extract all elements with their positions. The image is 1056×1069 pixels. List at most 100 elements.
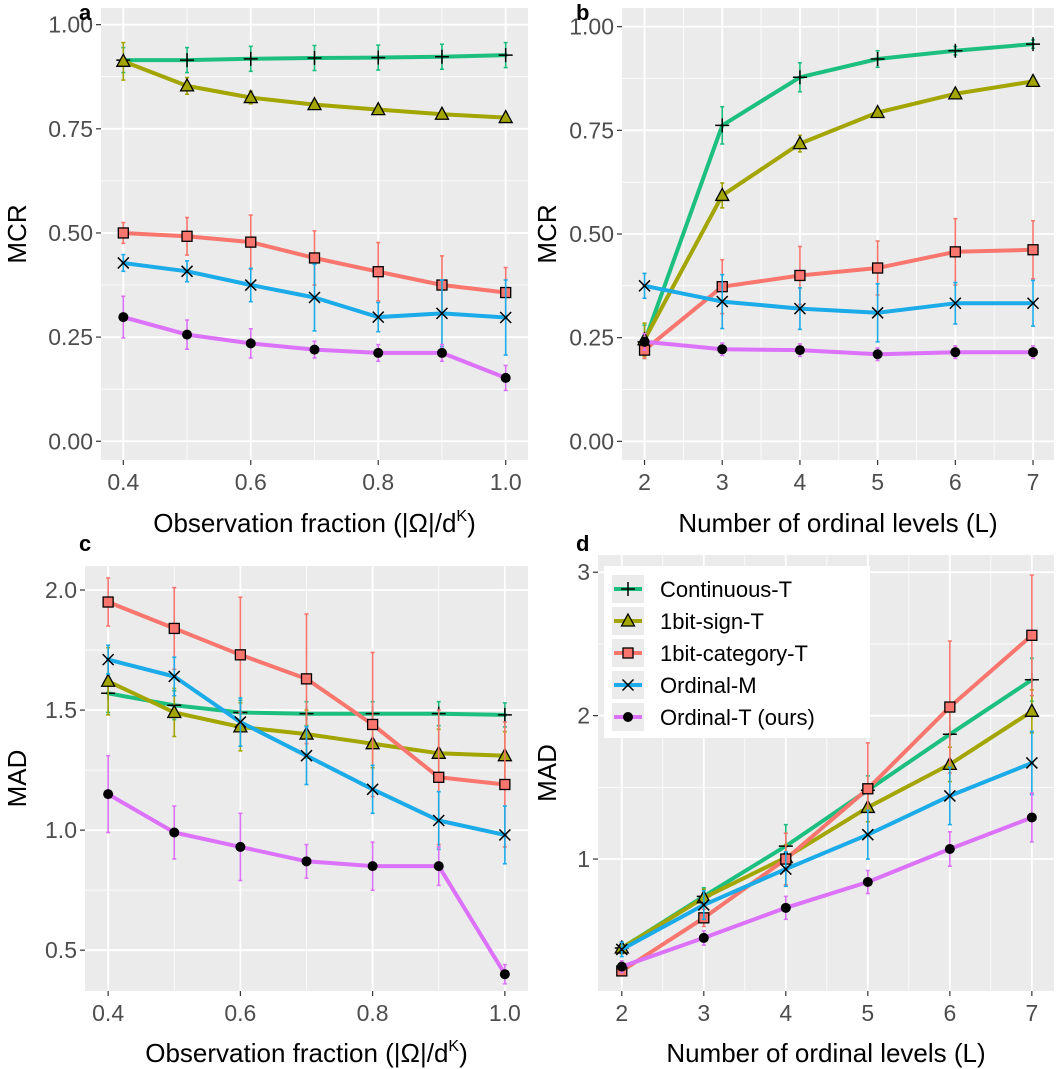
data-point <box>944 701 956 713</box>
data-point <box>100 672 116 687</box>
x-axis-title: Observation fraction (|Ω|/dK) <box>145 1038 468 1068</box>
series-line <box>619 761 1034 952</box>
series-ordinal-t-ours <box>118 295 511 392</box>
x-tick-label: 3 <box>697 1000 710 1026</box>
legend-item: Ordinal-T (ours) <box>612 703 815 731</box>
data-point <box>714 187 730 202</box>
data-point <box>308 291 321 304</box>
y-tick-label: 0.50 <box>48 220 93 246</box>
data-point <box>117 227 129 239</box>
data-point <box>792 135 808 150</box>
data-point <box>245 236 257 248</box>
x-axis-title-superscript: K <box>456 508 467 525</box>
data-point <box>793 302 806 315</box>
data-point <box>234 649 247 661</box>
data-point <box>309 344 320 355</box>
y-tick-label: 1.00 <box>569 14 614 40</box>
data-point <box>1026 629 1038 641</box>
data-point <box>499 969 510 980</box>
data-point <box>615 943 628 956</box>
y-tick-label: 0.5 <box>45 937 77 963</box>
data-point <box>794 269 806 282</box>
data-point <box>949 246 961 258</box>
data-point <box>1025 73 1041 88</box>
data-point <box>102 596 114 608</box>
data-point <box>307 50 322 65</box>
data-point <box>366 783 379 796</box>
data-point <box>434 105 450 120</box>
data-point <box>373 347 384 358</box>
y-tick-label: 1.0 <box>45 817 77 843</box>
x-tick-label: 7 <box>1025 1000 1038 1026</box>
series-ordinal-m <box>638 272 1040 343</box>
data-point <box>871 262 884 274</box>
series-1bit-category-t <box>102 577 511 848</box>
data-point <box>949 297 962 310</box>
y-tick-label: 2.0 <box>45 577 77 603</box>
x-tick-label: 2 <box>615 1000 628 1026</box>
data-point <box>1027 244 1039 256</box>
y-tick-label: 3 <box>577 559 590 585</box>
legend-box <box>604 566 870 738</box>
data-point <box>245 338 256 349</box>
legend-item: Continuous-T <box>612 575 792 603</box>
y-tick-label: 0.00 <box>48 428 93 454</box>
series-line <box>619 633 1034 973</box>
y-axis-title: MAD <box>2 750 32 808</box>
data-point <box>948 43 963 58</box>
x-axis-title: Number of ordinal levels (L) <box>678 508 997 538</box>
data-point <box>870 104 886 119</box>
legend-key-marker <box>623 712 633 722</box>
data-point <box>1028 347 1039 358</box>
y-tick-label: 0.25 <box>569 325 614 351</box>
series-ordinal-t-ours <box>103 754 510 985</box>
data-point <box>433 771 445 783</box>
data-point <box>1026 812 1037 823</box>
x-axis-title-close: ) <box>459 1038 468 1068</box>
legend-label: Ordinal-M <box>660 673 757 698</box>
data-point <box>243 89 259 104</box>
data-point <box>697 898 710 911</box>
data-point <box>639 336 650 347</box>
data-point <box>372 311 385 324</box>
panel-c: 0.4 0.6 0.8 1.0 0.5 1.0 1.5 2.0c MAD Observation … <box>2 531 528 1068</box>
data-point <box>102 653 115 666</box>
data-point <box>370 101 386 116</box>
data-point <box>498 48 513 63</box>
x-tick-label: 3 <box>716 469 729 495</box>
data-point <box>499 778 511 791</box>
legend-key-marker <box>621 678 635 692</box>
x-tick-label: 6 <box>949 469 962 495</box>
x-tick-label: 0.4 <box>107 469 139 495</box>
data-point <box>638 279 651 292</box>
legend-label: Ordinal-T (ours) <box>660 705 815 730</box>
x-tick-label: 0.4 <box>92 1000 124 1026</box>
data-point <box>180 53 195 68</box>
data-point <box>435 307 448 320</box>
x-tick-label: 1.0 <box>489 1000 521 1026</box>
data-point <box>950 347 961 358</box>
data-point <box>371 50 386 65</box>
series-line <box>642 42 1035 344</box>
series-line <box>619 815 1034 969</box>
y-tick-label: 2 <box>577 703 590 729</box>
data-point <box>103 789 114 800</box>
data-point <box>372 266 384 278</box>
series-ordinal-t-ours <box>616 792 1037 974</box>
data-point <box>433 861 444 872</box>
x-tick-label: 1.0 <box>490 469 522 495</box>
data-point <box>497 707 512 722</box>
x-tick-label: 0.8 <box>362 469 394 495</box>
data-point <box>235 841 246 852</box>
data-point <box>168 622 180 635</box>
y-axis-title: MCR <box>2 204 32 263</box>
y-tick-label: 0.75 <box>48 116 93 142</box>
data-point <box>432 814 445 827</box>
data-point <box>1026 297 1040 310</box>
x-tick-label: 7 <box>1027 469 1040 495</box>
data-point <box>947 85 963 100</box>
data-point <box>166 704 182 719</box>
data-point <box>872 349 883 360</box>
data-point <box>870 52 885 67</box>
data-point <box>181 265 194 278</box>
